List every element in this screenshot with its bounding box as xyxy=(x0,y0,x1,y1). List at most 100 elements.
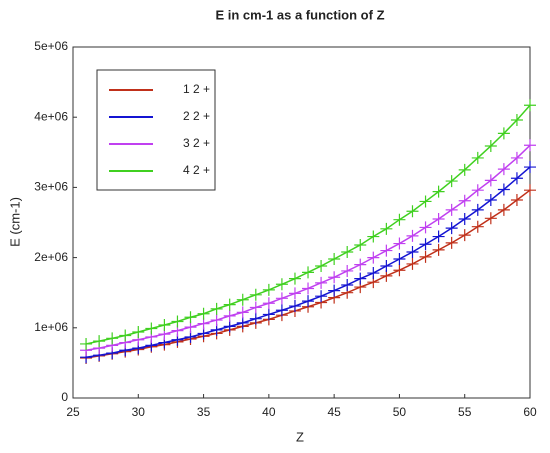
point-marker xyxy=(210,314,223,327)
point-marker xyxy=(354,258,367,271)
point-marker xyxy=(367,230,380,243)
point-marker xyxy=(380,260,393,273)
point-marker xyxy=(302,282,315,295)
point-marker xyxy=(432,243,445,256)
point-marker xyxy=(510,114,523,127)
x-axis-label: Z xyxy=(296,429,304,444)
legend-label: 2 2 + xyxy=(183,109,210,123)
point-marker xyxy=(524,184,536,197)
point-marker xyxy=(275,278,288,291)
point-marker xyxy=(354,272,367,285)
point-marker xyxy=(249,301,262,314)
y-tick-label: 4e+06 xyxy=(34,109,68,123)
point-marker xyxy=(223,320,236,333)
point-marker xyxy=(458,163,471,176)
point-marker xyxy=(458,194,471,207)
point-marker xyxy=(197,307,210,320)
point-marker xyxy=(497,163,510,176)
plot-area xyxy=(72,46,531,399)
point-marker xyxy=(471,184,484,197)
point-marker xyxy=(458,229,471,242)
point-marker xyxy=(262,297,275,310)
point-marker xyxy=(132,326,145,339)
point-marker xyxy=(471,203,484,216)
point-marker xyxy=(262,283,275,296)
point-marker xyxy=(80,337,93,350)
x-tick-label: 45 xyxy=(327,405,341,419)
point-marker xyxy=(328,284,341,297)
point-marker xyxy=(119,329,132,342)
x-tick-label: 40 xyxy=(262,405,276,419)
point-marker xyxy=(406,229,419,242)
point-marker xyxy=(510,151,523,164)
point-marker xyxy=(419,238,432,251)
x-tick-label: 55 xyxy=(458,405,472,419)
point-marker xyxy=(432,230,445,243)
point-marker xyxy=(471,151,484,164)
point-marker xyxy=(288,300,301,313)
point-marker xyxy=(341,278,354,291)
point-marker xyxy=(262,308,275,321)
legend-label: 4 2 + xyxy=(183,163,210,177)
x-tick-label: 50 xyxy=(393,405,407,419)
point-marker xyxy=(328,271,341,284)
point-marker xyxy=(275,304,288,317)
point-marker xyxy=(171,315,184,328)
point-marker xyxy=(236,306,249,319)
point-marker xyxy=(471,220,484,233)
point-marker xyxy=(354,238,367,251)
point-marker xyxy=(288,272,301,285)
point-marker xyxy=(524,161,536,174)
point-marker xyxy=(484,194,497,207)
point-marker xyxy=(432,185,445,198)
point-marker xyxy=(524,99,536,112)
point-marker xyxy=(524,139,536,152)
point-marker xyxy=(510,194,523,207)
point-marker xyxy=(393,253,406,266)
point-marker xyxy=(367,267,380,280)
x-tick-label: 35 xyxy=(197,405,211,419)
point-marker xyxy=(497,127,510,140)
x-tick-label: 25 xyxy=(66,405,80,419)
point-marker xyxy=(223,309,236,322)
point-marker xyxy=(445,175,458,188)
point-marker xyxy=(236,316,249,329)
y-tick-label: 1e+06 xyxy=(34,320,68,334)
point-marker xyxy=(145,322,158,335)
point-marker xyxy=(497,203,510,216)
y-tick-label: 5e+06 xyxy=(34,39,68,53)
point-marker xyxy=(315,260,328,273)
point-marker xyxy=(419,250,432,263)
point-marker xyxy=(406,257,419,270)
point-marker xyxy=(419,195,432,208)
point-marker xyxy=(315,290,328,303)
point-marker xyxy=(445,203,458,216)
point-marker xyxy=(210,302,223,315)
point-marker xyxy=(393,237,406,250)
point-marker xyxy=(315,276,328,289)
legend-label: 1 2 + xyxy=(183,82,210,96)
point-marker xyxy=(510,172,523,185)
point-marker xyxy=(249,312,262,325)
point-marker xyxy=(393,264,406,277)
y-tick-label: 0 xyxy=(61,390,68,404)
point-marker xyxy=(367,251,380,264)
point-marker xyxy=(249,288,262,301)
point-marker xyxy=(93,335,106,348)
point-marker xyxy=(341,245,354,258)
point-marker xyxy=(341,264,354,277)
point-marker xyxy=(445,222,458,235)
chart-title: E in cm-1 as a function of Z xyxy=(215,7,384,22)
y-tick-label: 3e+06 xyxy=(34,180,68,194)
point-marker xyxy=(497,183,510,196)
point-marker xyxy=(484,212,497,225)
point-marker xyxy=(458,212,471,225)
point-marker xyxy=(288,287,301,300)
x-tick-label: 30 xyxy=(132,405,146,419)
point-marker xyxy=(406,205,419,218)
y-axis-label: E (cm-1) xyxy=(7,197,22,247)
point-marker xyxy=(223,298,236,311)
point-marker xyxy=(302,295,315,308)
legend-label: 3 2 + xyxy=(183,136,210,150)
